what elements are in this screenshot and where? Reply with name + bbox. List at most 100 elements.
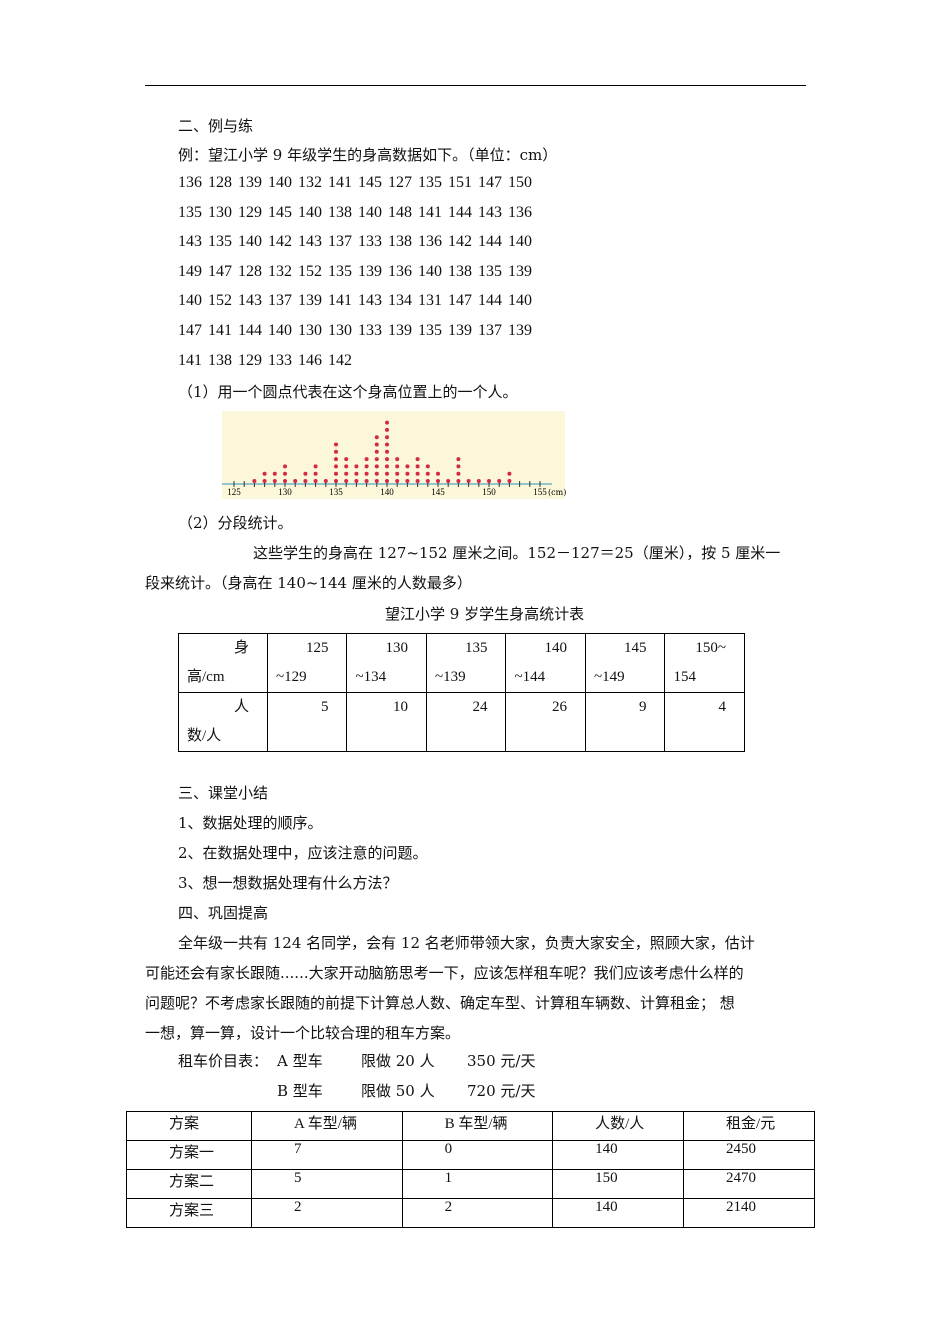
data-dot: [293, 479, 298, 483]
table-cell: 2470: [683, 1169, 815, 1199]
data-dot: [385, 471, 389, 476]
data-dot: [395, 471, 400, 476]
data-dot: [364, 457, 369, 462]
data-dot: [456, 464, 461, 469]
table-cell: 10: [346, 692, 427, 752]
data-dot: [436, 471, 440, 476]
table-cell: 身高/cm: [178, 633, 268, 693]
data-dot: [374, 471, 379, 476]
data-dot: [436, 479, 440, 483]
table-row: 方案 A 车型/辆 B 车型/辆 人数/人 租金/元: [125, 1111, 815, 1141]
example-text: 例：望江小学 9 年级学生的身高数据如下。（单位：cm）: [178, 146, 558, 164]
table-row: 方案三 2 2 140 2140: [125, 1198, 815, 1228]
data-row: 147 141 144 140 130 130 133 139 135 139 …: [178, 322, 532, 339]
header-rule: [145, 85, 806, 86]
table-cell: 7: [251, 1140, 403, 1170]
paragraph: 问题呢？不考虑家长跟随的前提下计算总人数、确定车型、计算租车辆数、计算租金； 想: [145, 994, 735, 1012]
data-dot: [303, 471, 308, 476]
data-dot: [415, 479, 420, 483]
data-dot: [262, 471, 267, 476]
data-dot: [334, 442, 338, 447]
list-item: 1、数据处理的顺序。: [178, 814, 323, 832]
price-b-cost: 720 元/天: [467, 1082, 536, 1100]
data-dot: [507, 479, 512, 483]
data-dot: [466, 479, 471, 483]
table-cell: 租金/元: [683, 1111, 815, 1141]
data-dot: [487, 479, 491, 483]
paragraph: 这些学生的身高在 127~152 厘米之间。152－127＝25（厘米），按 5…: [253, 544, 781, 562]
data-dot: [334, 464, 338, 469]
data-dot: [405, 471, 410, 476]
data-dot: [303, 479, 308, 483]
data-dot: [334, 457, 338, 462]
data-dot: [272, 479, 277, 483]
table-cell: A 车型/辆: [251, 1111, 403, 1141]
data-dot: [507, 471, 512, 476]
price-a-cost: 350 元/天: [467, 1052, 536, 1070]
data-dot: [374, 457, 379, 462]
table-title: 望江小学 9 岁学生身高统计表: [385, 605, 585, 623]
table-cell: 9: [584, 692, 666, 752]
paragraph: 段来统计。（身高在 140~144 厘米的人数最多）: [145, 574, 472, 592]
table-cell: 方案一: [125, 1140, 253, 1170]
data-row: 135 130 129 145 140 138 140 148 141 144 …: [178, 203, 532, 221]
price-b-cap: 限做 50 人: [361, 1082, 435, 1100]
table-cell: 2140: [683, 1198, 815, 1228]
data-dot: [344, 471, 349, 476]
data-dot: [395, 479, 400, 483]
paragraph: 一想，算一算，设计一个比较合理的租车方案。: [145, 1024, 461, 1042]
paragraph: 全年级一共有 124 名同学，会有 12 名老师带领大家，负责大家安全，照顾大家…: [178, 934, 755, 952]
table-cell: 方案三: [125, 1198, 253, 1228]
data-dot: [354, 471, 359, 476]
data-dot: [395, 464, 400, 469]
table-cell: 4: [664, 692, 745, 752]
data-dot: [364, 479, 369, 483]
dot-plot: 125 130 135 140 145 150 155 (cm): [222, 411, 566, 499]
table-cell: 140: [552, 1140, 685, 1170]
data-dot: [456, 471, 461, 476]
axis-label: (cm): [548, 488, 566, 497]
table-cell: 135 ~139: [425, 633, 507, 693]
table-cell: B 车型/辆: [401, 1111, 554, 1141]
data-row: 136 128 139 140 132 141 145 127 135 151 …: [178, 174, 532, 191]
data-dot: [344, 479, 349, 483]
data-dot: [252, 479, 257, 483]
data-dot: [385, 442, 389, 447]
data-dot: [405, 479, 410, 483]
data-dot: [283, 479, 287, 483]
section-heading: 三、课堂小结: [178, 784, 269, 802]
price-b-type: B 型车: [277, 1082, 323, 1100]
plan-table: 方案 A 车型/辆 B 车型/辆 人数/人 租金/元 方案一 7 0 140 2450 方案二 5 1 1…: [125, 1111, 815, 1228]
step-2: （2）分段统计。: [178, 514, 293, 532]
table-cell: 1: [401, 1169, 554, 1199]
section-heading: 二、例与练: [178, 117, 254, 135]
data-dot: [476, 479, 481, 483]
tick-label: 145: [431, 487, 445, 497]
table-cell: 130 ~134: [346, 633, 427, 693]
table-cell: 125 ~129: [266, 633, 348, 693]
data-dot: [385, 464, 389, 469]
data-dot: [334, 479, 338, 483]
data-dot: [313, 471, 318, 476]
data-dot: [323, 479, 328, 483]
data-dot: [283, 471, 287, 476]
data-dot: [354, 464, 359, 469]
data-dot: [425, 479, 430, 483]
section-heading: 四、巩固提高: [178, 904, 269, 922]
step-1: （1）用一个圆点代表在这个身高位置上的一个人。: [178, 383, 518, 401]
table-cell: 方案: [125, 1111, 253, 1141]
data-dot: [354, 479, 359, 483]
table-cell: 140 ~144: [505, 633, 586, 693]
data-dot: [497, 479, 502, 483]
tick-label: 140: [380, 487, 394, 497]
table-cell: 5: [266, 692, 348, 752]
price-a-cap: 限做 20 人: [361, 1052, 435, 1070]
data-dot: [385, 420, 389, 425]
data-row: 141 138 129 133 146 142: [178, 351, 352, 369]
table-cell: 24: [425, 692, 507, 752]
table-cell: 2: [251, 1198, 403, 1228]
data-dot: [374, 464, 379, 469]
table-row: 方案二 5 1 150 2470: [125, 1169, 815, 1199]
data-dot: [425, 471, 430, 476]
tick-label: 125: [227, 487, 241, 497]
